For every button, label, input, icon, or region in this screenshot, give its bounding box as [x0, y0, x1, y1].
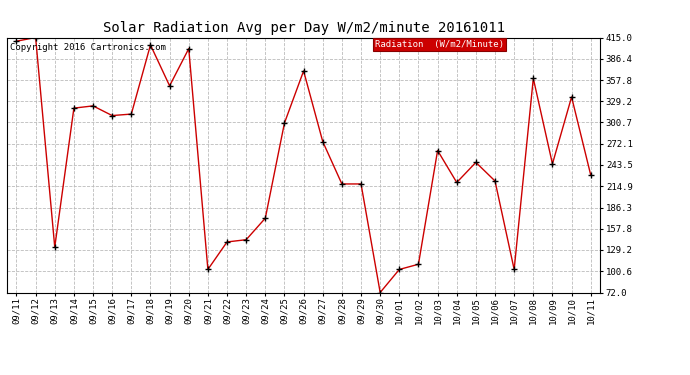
Text: Copyright 2016 Cartronics.com: Copyright 2016 Cartronics.com: [10, 43, 166, 52]
Title: Solar Radiation Avg per Day W/m2/minute 20161011: Solar Radiation Avg per Day W/m2/minute …: [103, 21, 504, 35]
Text: Radiation  (W/m2/Minute): Radiation (W/m2/Minute): [375, 40, 504, 49]
